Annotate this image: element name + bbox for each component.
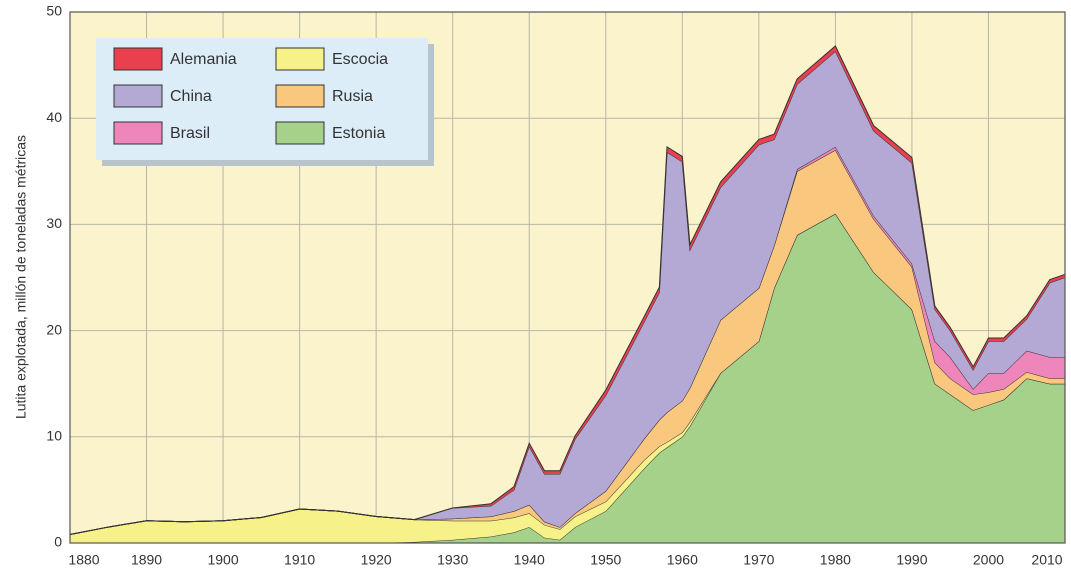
x-tick-label: 1910 bbox=[284, 552, 315, 568]
axes: 0 10 20 30 40 50 1880 1890 1900 1910 1920 1930 1940 1… bbox=[46, 3, 1062, 568]
y-tick-label: 40 bbox=[46, 109, 62, 125]
x-tick-label: 1980 bbox=[820, 552, 851, 568]
legend-swatch bbox=[275, 47, 325, 71]
x-tick-label: 1880 bbox=[68, 552, 99, 568]
y-tick-label: 0 bbox=[54, 534, 62, 550]
legend-swatch bbox=[113, 121, 163, 145]
legend-label: Escocia bbox=[332, 51, 388, 68]
legend-swatch bbox=[113, 47, 163, 71]
legend-label: Rusia bbox=[332, 88, 373, 105]
x-tick-label: 1940 bbox=[514, 552, 545, 568]
y-tick-label: 30 bbox=[46, 215, 62, 231]
y-axis-label: Lutita explotada, millón de toneladas mé… bbox=[13, 135, 29, 419]
legend-swatch bbox=[275, 84, 325, 108]
legend-label: Brasil bbox=[170, 125, 210, 142]
x-tick-label: 1950 bbox=[590, 552, 621, 568]
legend-label: China bbox=[170, 88, 212, 105]
plot-frame bbox=[69, 11, 1066, 544]
x-tick-label: 1960 bbox=[667, 552, 698, 568]
x-tick-label: 1970 bbox=[743, 552, 774, 568]
x-tick-label: 1890 bbox=[131, 552, 162, 568]
legend-label: Estonia bbox=[332, 125, 385, 142]
x-tick-label: 2000 bbox=[973, 552, 1004, 568]
legend-swatch bbox=[113, 84, 163, 108]
y-tick-label: 50 bbox=[46, 3, 62, 19]
y-tick-label: 10 bbox=[46, 428, 62, 444]
x-tick-label: 2010 bbox=[1031, 552, 1062, 568]
x-tick-label: 1900 bbox=[207, 552, 238, 568]
x-tick-label: 1920 bbox=[361, 552, 392, 568]
area bbox=[70, 213, 1065, 543]
legend-label: Alemania bbox=[170, 51, 237, 68]
legend-swatch bbox=[275, 121, 325, 145]
y-tick-label: 20 bbox=[46, 321, 62, 337]
area-edge bbox=[69, 45, 1066, 535]
x-tick-label: 1930 bbox=[437, 552, 468, 568]
x-tick-label: 1990 bbox=[896, 552, 927, 568]
areas bbox=[69, 45, 1066, 544]
legend: Estonia Escocia Rusia Brasil China Alemania bbox=[96, 38, 434, 166]
